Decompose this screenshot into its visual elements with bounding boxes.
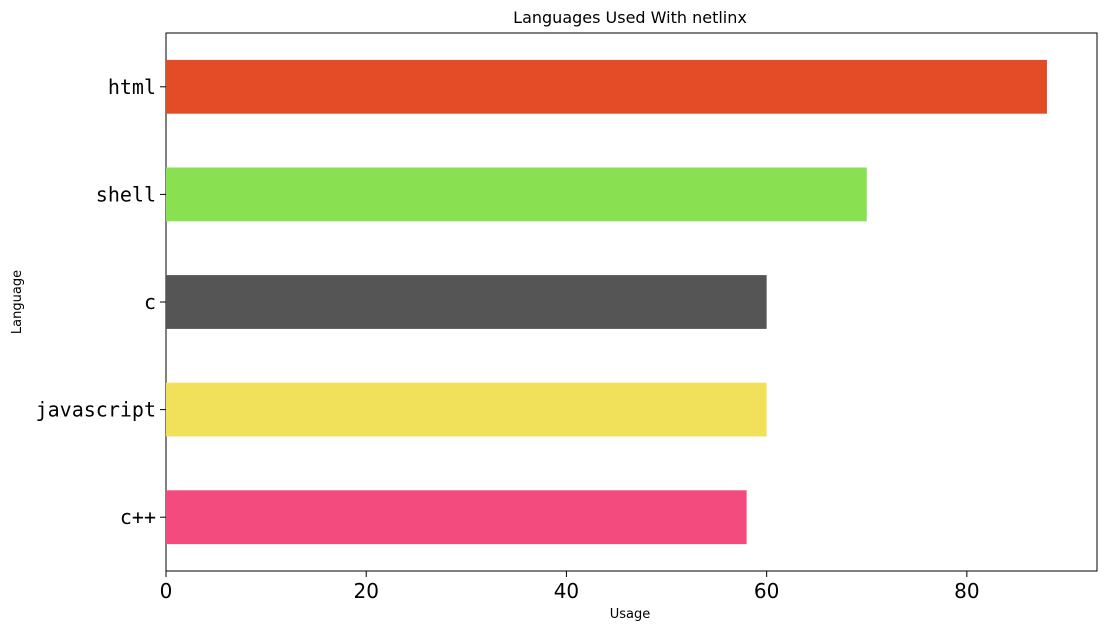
bar-c++ bbox=[166, 490, 747, 545]
chart-title: Languages Used With netlinx bbox=[513, 8, 747, 27]
y-tick-label: c bbox=[144, 290, 156, 314]
x-axis-label: Usage bbox=[610, 607, 651, 622]
x-tick-label: 60 bbox=[754, 579, 779, 603]
bars-group bbox=[166, 59, 1047, 545]
x-axis: 0 20 40 60 80 bbox=[160, 571, 980, 603]
y-tick-label: javascript bbox=[36, 398, 156, 422]
x-tick-label: 40 bbox=[554, 579, 579, 603]
x-tick-label: 80 bbox=[954, 579, 979, 603]
bar-shell bbox=[166, 167, 867, 222]
y-tick-label: c++ bbox=[120, 505, 156, 529]
y-tick-label: shell bbox=[96, 182, 156, 206]
x-tick-label: 20 bbox=[353, 579, 378, 603]
y-axis: html shell c javascript c++ bbox=[36, 75, 166, 529]
x-tick-label: 0 bbox=[160, 579, 173, 603]
bar-c bbox=[166, 275, 767, 329]
y-tick-label: html bbox=[108, 75, 156, 99]
bar-html bbox=[166, 59, 1047, 114]
bar-javascript bbox=[166, 382, 767, 437]
y-axis-label: Language bbox=[10, 270, 25, 334]
